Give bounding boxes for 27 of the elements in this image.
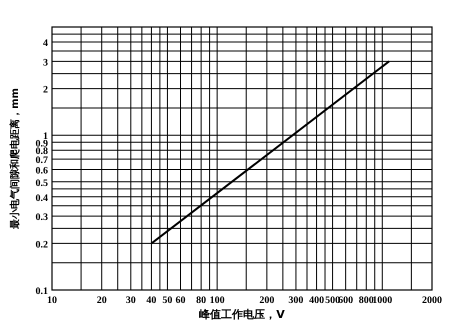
y-tick-label: 0.1: [36, 286, 48, 297]
x-tick-label: 400: [309, 295, 324, 306]
x-tick-label: 20: [96, 295, 107, 306]
y-axis-title: 最小电气间隙和爬电距离，mm: [9, 88, 21, 230]
y-tick-label: 0.2: [36, 239, 48, 250]
y-tick-label: 0.8: [36, 146, 48, 158]
y-tick-label: 0.4: [36, 192, 48, 204]
x-tick-label: 2000: [422, 295, 442, 306]
y-tick-label: 3: [43, 57, 48, 68]
x-tick-label: 100: [210, 295, 225, 306]
y-tick-label: 4: [43, 38, 48, 49]
x-axis-title: 峰值工作电压，V: [199, 308, 286, 321]
x-tick-label: 50: [162, 295, 172, 306]
y-tick-label: 0.6: [36, 166, 48, 177]
x-tick-label: 80: [196, 295, 206, 306]
x-tick-label: 10: [47, 295, 57, 306]
y-tick-label: 0.5: [36, 178, 48, 189]
y-tick-label: 0.3: [36, 212, 48, 224]
x-tick-label: 60: [176, 295, 186, 306]
x-tick-label: 1000: [372, 295, 392, 306]
y-tick-label: 0.7: [36, 155, 48, 166]
x-tick-label: 30: [126, 295, 136, 306]
y-tick-label: 2: [43, 84, 48, 96]
x-tick-label: 40: [146, 295, 156, 306]
x-tick-label: 800: [358, 295, 374, 306]
x-tick-label: 200: [259, 295, 274, 306]
x-tick-label: 300: [288, 295, 304, 306]
